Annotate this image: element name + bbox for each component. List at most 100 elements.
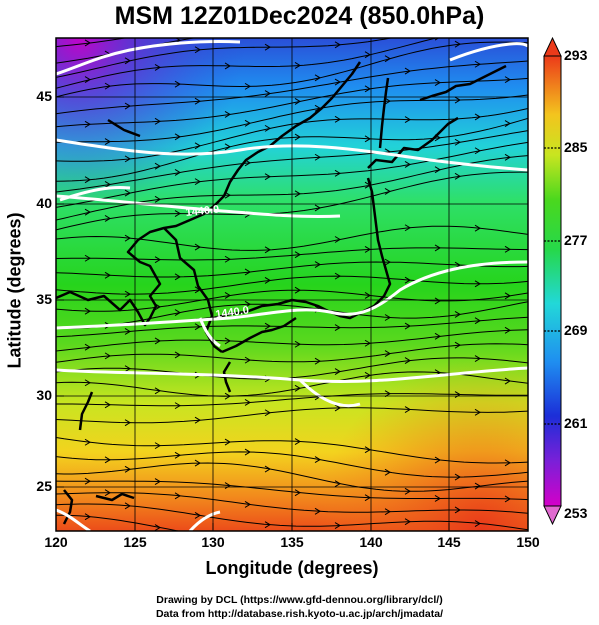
streamline-arrow — [384, 55, 391, 63]
streamline-arrow — [454, 40, 461, 48]
streamline-arrow — [315, 25, 320, 31]
streamline-arrow — [104, 138, 111, 146]
streamline-arrow — [364, 135, 371, 143]
streamline-arrow — [124, 465, 131, 473]
streamline-arrow — [364, 51, 371, 59]
streamline-arrow — [504, 459, 511, 467]
x-tick-label: 135 — [280, 534, 304, 550]
streamline-arrow — [475, 15, 480, 21]
streamline-arrow — [384, 187, 391, 195]
x-tick-label: 130 — [201, 534, 225, 550]
streamline-arrow — [504, 292, 511, 300]
streamline-arrow — [104, 271, 111, 279]
streamline-arrow — [314, 204, 321, 212]
streamline-arrow — [84, 39, 91, 47]
streamline-arrow — [84, 343, 91, 351]
streamline-arrow — [224, 482, 231, 490]
streamline-arrow — [454, 310, 461, 318]
streamline-arrow — [194, 511, 201, 519]
tick-marks — [55, 96, 529, 531]
streamline-arrow — [474, 317, 481, 325]
streamline-arrow — [295, 10, 300, 16]
streamline-arrow — [454, 473, 461, 481]
streamline-arrow — [474, 113, 481, 121]
streamline-arrow — [334, 522, 341, 529]
streamline-arrow — [244, 356, 251, 364]
streamline-arrow — [174, 492, 181, 500]
streamline-arrow — [225, 18, 230, 24]
streamline-arrow — [435, 0, 440, 4]
streamline-arrow — [404, 406, 411, 413]
streamline-arrow — [314, 507, 321, 515]
streamline-arrow — [294, 438, 301, 445]
temperature-field: 1440.0 1440.0 — [56, 0, 528, 531]
streamline-arrow — [224, 191, 231, 199]
streamline-arrow — [84, 120, 91, 128]
streamline-arrow — [174, 451, 181, 459]
streamline-arrow — [434, 244, 441, 252]
streamline-arrow — [504, 326, 511, 334]
streamline-arrow — [124, 290, 131, 298]
colorbar-bottom-arrow — [543, 505, 562, 526]
streamline-arrow — [454, 138, 461, 146]
streamline-arrow — [224, 438, 231, 446]
streamline-arrow — [384, 508, 391, 516]
contour-labels: 1440.0 1440.0 — [185, 204, 250, 321]
streamline-arrow — [294, 190, 301, 198]
streamline-arrow — [404, 224, 411, 232]
streamline-arrow — [244, 448, 251, 456]
streamline-arrow — [314, 153, 321, 161]
streamline-arrow — [334, 236, 341, 243]
streamline-arrow — [294, 97, 301, 105]
streamline-arrow — [504, 495, 511, 503]
streamline-arrow — [364, 85, 371, 93]
streamline-arrow — [334, 272, 341, 280]
streamline-arrow — [404, 357, 411, 365]
colorbar-tick-label: 261 — [564, 415, 588, 431]
streamline-arrow — [154, 195, 161, 203]
streamline-arrow — [264, 409, 271, 417]
x-tick-label: 120 — [44, 534, 68, 550]
streamline-arrow — [405, 31, 410, 37]
streamline-arrow — [404, 487, 411, 495]
streamline-arrow — [124, 57, 131, 65]
streamline-arrow — [84, 307, 91, 315]
streamline-arrow — [474, 60, 481, 68]
streamline-arrow — [194, 459, 201, 467]
streamline-arrow — [314, 74, 321, 82]
streamline-arrow — [224, 110, 231, 118]
streamline-arrow — [384, 258, 391, 266]
streamline-arrow — [194, 178, 201, 186]
colorbar-tick-label: 277 — [564, 232, 588, 248]
streamline-arrow — [384, 97, 391, 105]
streamline-arrow — [124, 419, 131, 427]
streamline-arrow — [104, 489, 111, 497]
streamline-arrow — [124, 234, 131, 242]
streamline-arrow — [174, 273, 181, 281]
colorbar — [543, 36, 562, 526]
chart-title: MSM 12Z01Dec2024 (850.0hPa) — [114, 2, 485, 30]
streamline-arrow — [334, 368, 341, 375]
streamline-arrow — [124, 502, 131, 510]
streamline-arrow — [84, 76, 91, 84]
streamline-arrow — [264, 246, 271, 254]
streamline-arrow — [474, 520, 481, 527]
streamline-arrow — [294, 489, 301, 497]
y-tick-label: 25 — [36, 478, 52, 494]
streamline-arrow — [244, 82, 251, 90]
streamline-arrow — [454, 391, 461, 398]
streamline-arrow — [504, 153, 511, 161]
streamline-arrow — [474, 147, 481, 155]
streamline-arrow — [404, 322, 411, 330]
streamline-arrow — [455, 9, 460, 15]
streamline-arrow — [404, 518, 411, 526]
streamline-arrow — [504, 245, 511, 253]
streamline-arrow — [314, 261, 321, 268]
streamline-arrow — [244, 268, 251, 276]
streamline-arrow — [154, 162, 161, 170]
streamline-arrow — [294, 62, 301, 69]
streamline-arrow — [264, 322, 271, 330]
streamline-arrow — [84, 513, 91, 521]
streamline-arrow — [174, 210, 181, 217]
streamline-arrow — [334, 78, 341, 86]
